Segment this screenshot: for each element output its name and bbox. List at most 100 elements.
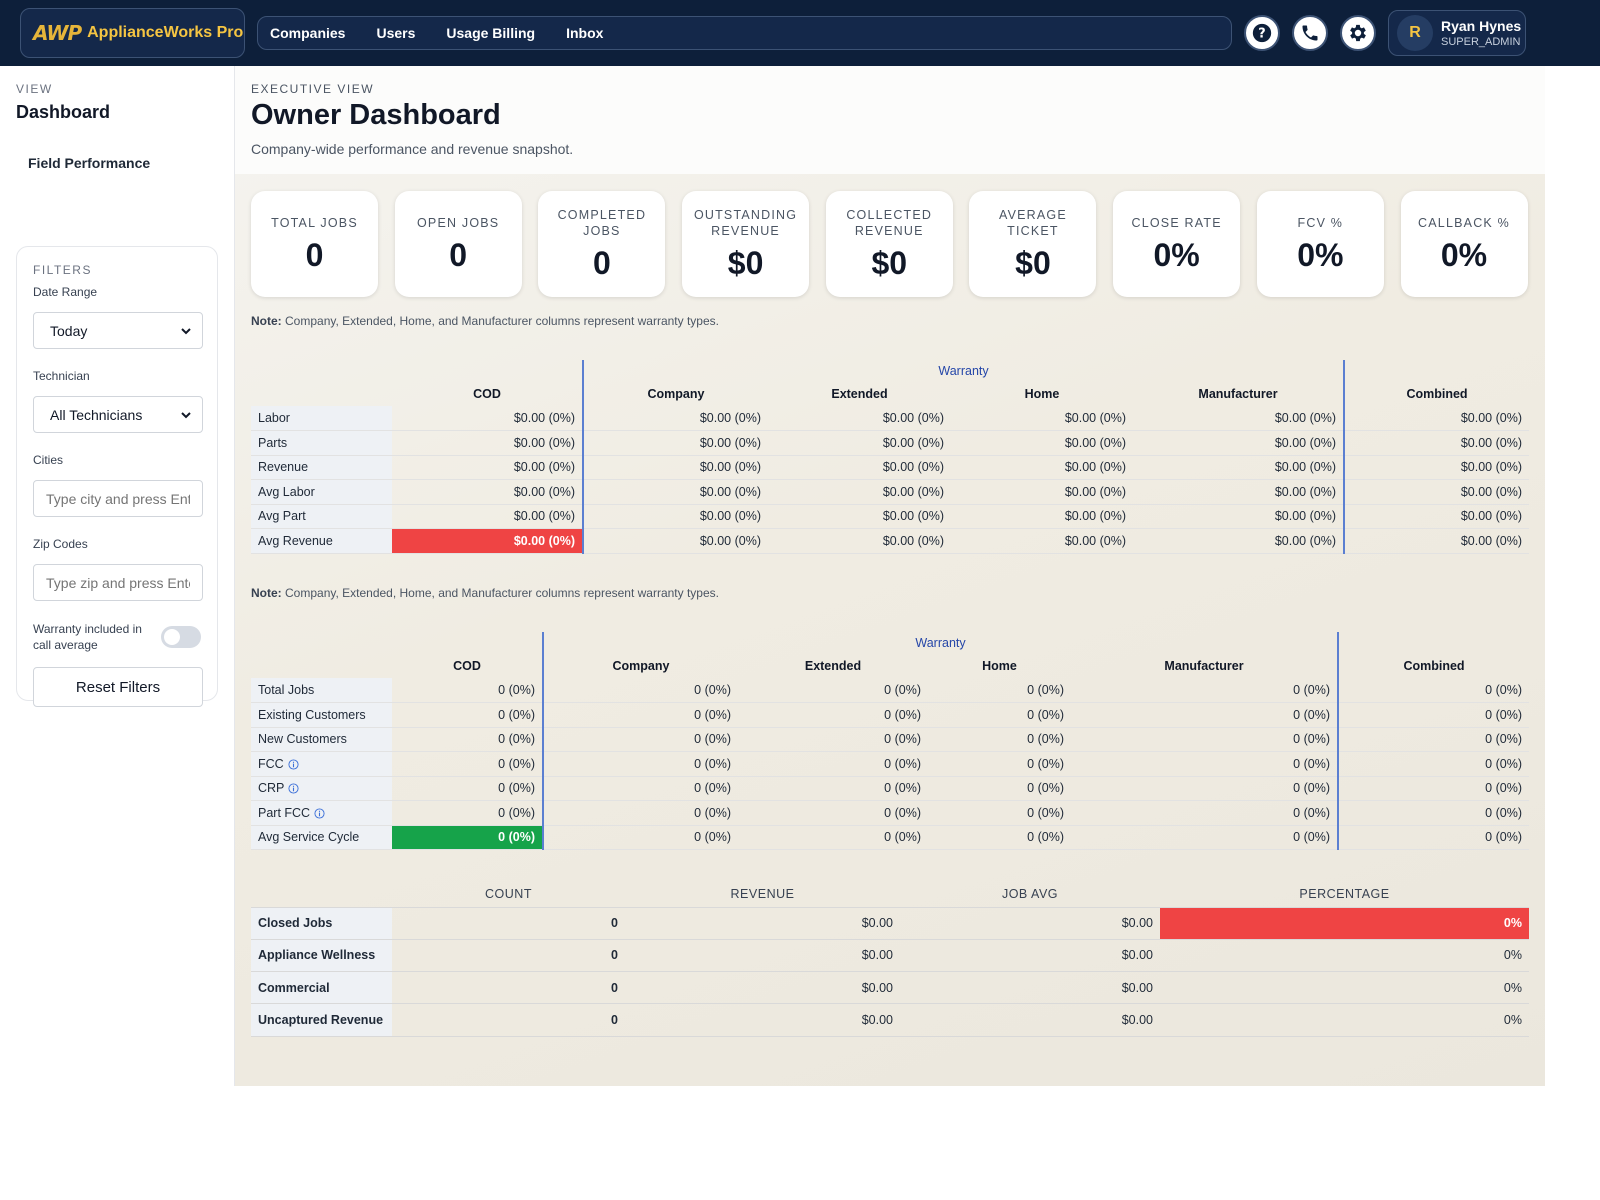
summary-percentage: 0% xyxy=(1160,939,1529,973)
table-cell: $0.00 (0%) xyxy=(1133,528,1345,554)
view-title: Dashboard xyxy=(16,102,111,122)
nav-usage-billing[interactable]: Usage Billing xyxy=(446,25,536,41)
table-cell: $0.00 (0%) xyxy=(1133,479,1345,505)
table-cell: 0 (0%) xyxy=(1338,776,1529,801)
table-cell: $0.00 (0%) xyxy=(392,406,584,431)
table-cell: $0.00 (0%) xyxy=(392,479,584,505)
cities-input[interactable] xyxy=(33,480,203,517)
col-header: Extended xyxy=(831,387,888,401)
kpi-value: $0 xyxy=(727,244,764,281)
summary-row-label: Closed Jobs xyxy=(251,907,392,940)
app-logo[interactable]: AWP ApplianceWorks Pro xyxy=(20,8,245,58)
table-cell: 0 (0%) xyxy=(928,825,1071,850)
summary-revenue: $0.00 xyxy=(625,939,900,973)
table-row: Existing Customers 0 (0%) 0 (0%) 0 (0%) 0 (0… xyxy=(251,702,1529,728)
note-text: Company, Extended, Home, and Manufacture… xyxy=(281,314,719,328)
note-text: Company, Extended, Home, and Manufacture… xyxy=(281,586,719,600)
kpi-label: FCV % xyxy=(1297,215,1344,230)
table-cell: $0.00 (0%) xyxy=(951,504,1133,529)
table-cell: $0.00 (0%) xyxy=(583,406,768,431)
col-header: Combined xyxy=(1403,659,1465,673)
table-cell: 0 (0%) xyxy=(1338,678,1529,703)
row-label-text: Labor xyxy=(258,411,290,425)
technician-label: Technician xyxy=(33,369,90,383)
table-cell: 0 (0%) xyxy=(392,751,544,777)
row-label: Part FCC xyxy=(251,800,392,826)
gear-icon xyxy=(1350,24,1366,42)
table-row: CRP 0 (0%) 0 (0%) 0 (0%) 0 (0%) 0 (0%) 0 (0%) xyxy=(251,776,1529,801)
settings-button[interactable] xyxy=(1340,15,1376,51)
summary-row: Commercial 0 $0.00 $0.00 0% xyxy=(251,971,1529,1005)
row-label: Total Jobs xyxy=(251,678,392,703)
kpi-card-average-ticket: AVERAGE TICKET $0 xyxy=(969,191,1097,297)
info-icon[interactable] xyxy=(288,759,299,770)
col-header: Extended xyxy=(804,659,862,673)
table-cell: $0.00 (0%) xyxy=(951,528,1133,554)
reset-filters-button[interactable]: Reset Filters xyxy=(33,667,203,707)
warranty-toggle[interactable] xyxy=(161,626,201,648)
kpi-row: TOTAL JOBS 0 OPEN JOBS 0 COMPLETED JOBS 0 O… xyxy=(251,191,1528,297)
table-cell: $0.00 (0%) xyxy=(392,504,584,529)
date-range-label: Date Range xyxy=(33,285,98,299)
help-button[interactable]: ? xyxy=(1244,15,1280,51)
info-icon[interactable] xyxy=(314,808,325,819)
row-label-text: Avg Revenue xyxy=(258,533,333,548)
date-range-select[interactable]: Today xyxy=(33,312,203,349)
nav-inbox[interactable]: Inbox xyxy=(566,25,604,41)
col-header: Company xyxy=(647,387,705,401)
table-cell: $0.00 (0%) xyxy=(951,479,1133,505)
phone-button[interactable] xyxy=(1292,15,1328,51)
filters-panel: FILTERS Date Range Today Technician All … xyxy=(16,246,218,707)
table-cell: 0 (0%) xyxy=(928,678,1071,703)
sidebar-item-field-performance[interactable]: Field Performance xyxy=(28,155,151,171)
table-cell: $0.00 (0%) xyxy=(768,430,951,456)
page-title: Owner Dashboard xyxy=(251,99,501,131)
table-row: Avg Revenue $0.00 (0%) $0.00 (0%) $0.00 (0%… xyxy=(251,528,1529,554)
table-cell: 0 (0%) xyxy=(1338,825,1529,850)
table-cell: 0 (0%) xyxy=(1071,727,1339,752)
user-menu[interactable]: R Ryan Hynes SUPER_ADMIN xyxy=(1388,10,1526,56)
table-cell: $0.00 (0%) xyxy=(1133,406,1345,431)
warranty-note: Note: Company, Extended, Home, and Manuf… xyxy=(251,314,719,328)
zip-codes-input[interactable] xyxy=(33,564,203,601)
nav-companies[interactable]: Companies xyxy=(270,25,346,41)
table-cell: $0.00 (0%) xyxy=(583,504,768,529)
table-cell: $0.00 (0%) xyxy=(1344,528,1529,554)
col-header: Combined xyxy=(1406,387,1468,401)
row-label-text: Parts xyxy=(258,435,288,450)
table-cell: 0 (0%) xyxy=(738,678,928,703)
cities-label: Cities xyxy=(33,453,64,467)
table-cell: 0 (0%) xyxy=(1071,825,1339,850)
view-label: VIEW xyxy=(16,82,53,96)
col-header: Company xyxy=(612,659,670,673)
kpi-value: 0% xyxy=(1297,236,1344,273)
jobs-table: Warranty COD Company Extended Home Manuf… xyxy=(251,632,1529,850)
user-role: SUPER_ADMIN xyxy=(1441,36,1521,48)
table-cell: 0 (0%) xyxy=(738,751,928,777)
table-cell: 0 (0%) xyxy=(738,800,928,826)
row-label: Avg Service Cycle xyxy=(251,825,392,850)
summary-job-avg: $0.00 xyxy=(900,907,1160,940)
filters-heading: FILTERS xyxy=(33,263,92,277)
kpi-card-collected-revenue: COLLECTED REVENUE $0 xyxy=(825,191,953,297)
table-cell: 0 (0%) xyxy=(738,825,928,850)
summary-job-avg: $0.00 xyxy=(900,1003,1160,1037)
table-cell: 0 (0%) xyxy=(392,825,544,850)
toggle-knob xyxy=(164,629,181,645)
technician-select[interactable]: All Technicians xyxy=(33,396,203,433)
table-cell: 0 (0%) xyxy=(1071,800,1339,826)
summary-row-label: Appliance Wellness xyxy=(251,939,392,973)
main-nav: Companies Users Usage Billing Inbox xyxy=(257,16,1232,50)
kpi-label: TOTAL JOBS xyxy=(271,215,358,230)
nav-users[interactable]: Users xyxy=(376,25,416,41)
col-header: COD xyxy=(392,382,584,406)
chevron-down-icon xyxy=(181,411,191,418)
table-cell: 0 (0%) xyxy=(543,751,738,777)
row-label: Revenue xyxy=(251,455,392,480)
kpi-label: OPEN JOBS xyxy=(417,215,500,230)
note-bold: Note: xyxy=(251,314,282,328)
info-icon[interactable] xyxy=(288,783,299,794)
table-cell: 0 (0%) xyxy=(738,776,928,801)
table-cell: 0 (0%) xyxy=(392,678,544,703)
avatar: R xyxy=(1397,15,1433,51)
